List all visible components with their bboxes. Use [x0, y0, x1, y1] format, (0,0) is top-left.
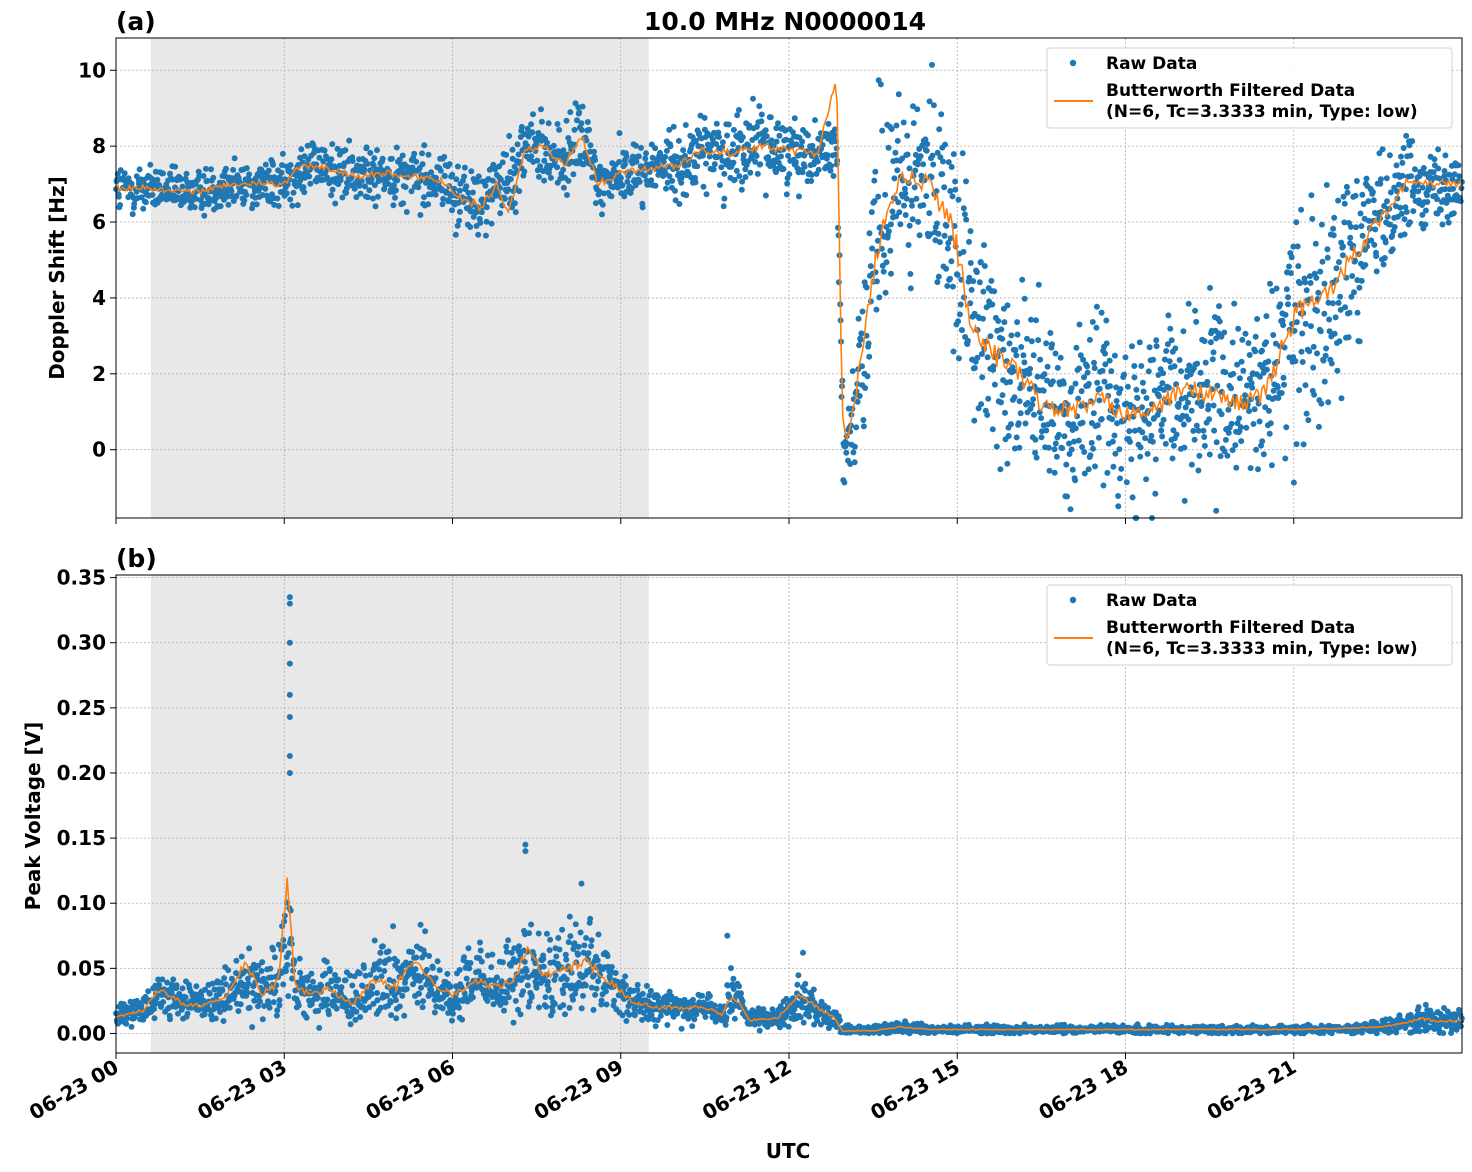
legend-b-raw-label: Raw Data: [1106, 591, 1197, 611]
x-tick-label: 06-23 12: [698, 1055, 796, 1125]
yticks-a: 0 2 4 6 8 10: [78, 58, 116, 462]
legend-b-filtered-label-1: Butterworth Filtered Data: [1106, 618, 1355, 638]
ylabel-b: Peak Voltage [V]: [21, 722, 45, 911]
shaded-region-a: [150, 38, 649, 518]
x-tick-label: 06-23 18: [1034, 1055, 1132, 1125]
x-tick-labels: 06-23 00 06-23 03 06-23 06 06-23 09 06-23 12…: [25, 1055, 1300, 1125]
y-tick-label: 0.05: [57, 956, 106, 980]
y-tick-label: 6: [92, 210, 106, 234]
raw-outlier-point: [286, 769, 293, 776]
x-tick-label: 06-23 03: [193, 1055, 291, 1125]
y-tick-label: 0.15: [57, 826, 106, 850]
legend-a-filtered-label-1: Butterworth Filtered Data: [1106, 81, 1355, 101]
legend-a-raw-marker: [1069, 59, 1077, 67]
filtered-data-line: [115, 83, 1463, 441]
panel-label-b: (b): [116, 544, 157, 573]
raw-outlier-point: [286, 691, 293, 698]
raw-outlier-point: [286, 594, 293, 601]
x-tick-label: 06-23 15: [866, 1055, 964, 1125]
y-tick-label: 0.35: [57, 566, 106, 590]
y-tick-label: 0: [92, 438, 106, 462]
y-tick-label: 0.20: [57, 761, 106, 785]
legend-a-filtered-label-2: (N=6, Tc=3.3333 min, Type: low): [1106, 102, 1418, 122]
yticks-b: 0.00 0.05 0.10 0.15 0.20 0.25 0.30 0.35: [57, 566, 116, 1045]
legend-a-raw-label: Raw Data: [1106, 54, 1197, 74]
raw-outlier-point: [286, 639, 293, 646]
figure-title: 10.0 MHz N0000014: [644, 7, 926, 36]
legend-b-raw-marker: [1069, 596, 1077, 604]
legend-a: Raw Data Butterworth Filtered Data (N=6,…: [1046, 47, 1453, 129]
panel-label-a: (a): [116, 7, 156, 36]
xlabel: UTC: [766, 1139, 811, 1163]
y-tick-label: 10: [78, 58, 106, 82]
y-tick-label: 0.30: [57, 631, 106, 655]
raw-outlier-point: [522, 841, 529, 848]
panel-a: 0 2 4 6 8 10 (a) Doppler Shift [Hz] Raw Data …: [45, 7, 1465, 524]
y-tick-label: 8: [92, 134, 106, 158]
ylabel-a: Doppler Shift [Hz]: [45, 176, 69, 380]
shaded-region-b: [150, 575, 649, 1053]
raw-outlier-point: [286, 713, 293, 720]
y-tick-label: 0.00: [57, 1021, 106, 1045]
raw-outlier-point: [522, 848, 529, 855]
legend-b: Raw Data Butterworth Filtered Data (N=6,…: [1046, 584, 1453, 666]
y-tick-label: 0.10: [57, 891, 106, 915]
raw-outlier-point: [724, 932, 731, 939]
legend-b-filtered-label-2: (N=6, Tc=3.3333 min, Type: low): [1106, 639, 1418, 659]
xticks-a: [115, 518, 1295, 524]
y-tick-label: 4: [92, 286, 106, 310]
y-tick-label: 0.25: [57, 696, 106, 720]
panel-b: 0.00 0.05 0.10 0.15 0.20 0.25 0.30 0.35 (b) Pea…: [21, 544, 1465, 1059]
x-tick-label: 06-23 00: [25, 1055, 123, 1125]
raw-outlier-point: [286, 660, 293, 667]
filtered-data-line: [115, 877, 1463, 1033]
x-tick-label: 06-23 06: [361, 1055, 459, 1125]
raw-outlier-point: [800, 949, 807, 956]
x-tick-label: 06-23 21: [1203, 1055, 1301, 1125]
x-tick-label: 06-23 09: [530, 1055, 628, 1125]
raw-outlier-point: [286, 600, 293, 607]
raw-outlier-point: [578, 880, 585, 887]
y-tick-label: 2: [92, 362, 106, 386]
raw-outlier-point: [286, 753, 293, 760]
xticks-b: [115, 1053, 1295, 1059]
